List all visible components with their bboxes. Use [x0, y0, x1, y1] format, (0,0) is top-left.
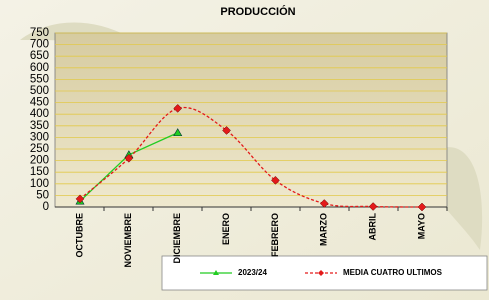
y-tick-label: 500 — [30, 85, 49, 97]
x-tick-label: ENERO — [221, 213, 231, 245]
x-tick-label: NOVIEMBRE — [123, 213, 133, 268]
y-tick-label: 650 — [30, 50, 49, 62]
legend-label: MEDIA CUATRO ULTIMOS — [343, 268, 443, 277]
y-tick-label: 0 — [43, 201, 49, 213]
y-tick-label: 550 — [30, 73, 49, 85]
y-tick-label: 600 — [30, 62, 49, 74]
chart: PRODUCCIÓN 05010015020025030035040045050… — [0, 0, 489, 300]
y-tick-label: 50 — [36, 189, 49, 201]
x-tick-label: MARZO — [319, 213, 329, 246]
y-tick-label: 100 — [30, 178, 49, 190]
x-tick-label: MAYO — [416, 213, 426, 239]
y-tick-label: 300 — [30, 131, 49, 143]
y-tick-label: 400 — [30, 108, 49, 120]
x-tick-label: FEBRERO — [270, 213, 280, 257]
y-tick-label: 150 — [30, 166, 49, 178]
x-tick-label: DICIEMBRE — [172, 213, 182, 264]
x-tick-label: ABRIL — [368, 213, 378, 241]
legend-label: 2023/24 — [238, 268, 267, 277]
y-tick-label: 750 — [30, 27, 49, 39]
chart-title: PRODUCCIÓN — [220, 5, 295, 18]
y-tick-label: 700 — [30, 39, 49, 51]
x-tick-label: OCTUBRE — [74, 213, 84, 258]
y-tick-label: 200 — [30, 155, 49, 167]
y-tick-label: 250 — [30, 143, 49, 155]
y-tick-label: 350 — [30, 120, 49, 132]
plot-area — [55, 33, 447, 207]
y-tick-label: 450 — [30, 97, 49, 109]
